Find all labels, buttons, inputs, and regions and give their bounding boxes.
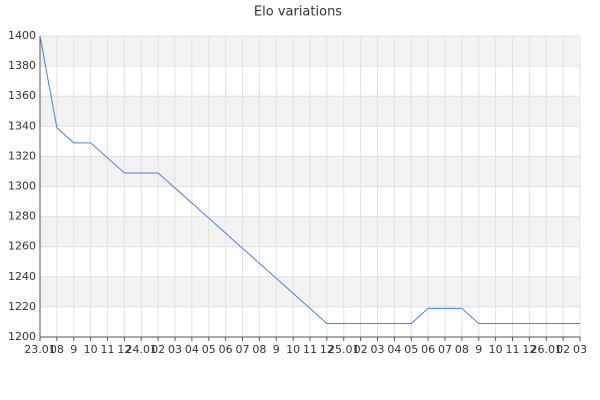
- x-tick-label: 9: [475, 343, 482, 356]
- x-tick-label: 23.01: [24, 343, 56, 356]
- x-tick-label: 06: [219, 343, 233, 356]
- line: [39, 35, 580, 324]
- y-tick-label: 1200: [8, 330, 36, 343]
- x-tick-label: 9: [273, 343, 280, 356]
- x-tick-label: 03: [573, 343, 587, 356]
- y-tick-label: 1260: [8, 240, 36, 253]
- x-tick-label: 11: [506, 343, 520, 356]
- x-tick-label: 12: [117, 343, 131, 356]
- y-tick-label: 1240: [8, 270, 36, 283]
- x-tick-label: 25.01: [328, 343, 360, 356]
- x-tick-label: 10: [489, 343, 503, 356]
- y-tick-label: 1360: [8, 89, 36, 102]
- x-tick-label: 04: [185, 343, 199, 356]
- chart-title: Elo variations: [254, 5, 342, 20]
- x-tick-label: 05: [404, 343, 418, 356]
- x-tick-label: 02: [354, 343, 368, 356]
- x-tick-label: 02: [151, 343, 165, 356]
- y-tick-label: 1400: [8, 29, 36, 42]
- x-tick-label: 10: [286, 343, 300, 356]
- x-tick-label: 08: [50, 343, 64, 356]
- y-tick-label: 1280: [8, 210, 36, 223]
- x-tick-label: 11: [101, 343, 115, 356]
- x-tick-label: 08: [252, 343, 266, 356]
- x-tick-label: 12: [320, 343, 334, 356]
- x-tick-label: 05: [202, 343, 216, 356]
- x-tick-label: 11: [303, 343, 317, 356]
- x-tick-label: 02: [556, 343, 570, 356]
- y-tick-label: 1300: [8, 180, 36, 193]
- x-tick-label: 06: [421, 343, 435, 356]
- x-tick-label: 12: [522, 343, 536, 356]
- x-tick-label: 08: [455, 343, 469, 356]
- x-tick-label: 07: [438, 343, 452, 356]
- x-tick-label: 03: [168, 343, 182, 356]
- x-tick-label: 03: [371, 343, 385, 356]
- y-tick-label: 1380: [8, 59, 36, 72]
- y-tick-label: 1220: [8, 300, 36, 313]
- y-tick-label: 1320: [8, 149, 36, 162]
- x-tick-label: 26.01: [531, 343, 563, 356]
- x-tick-label: 04: [387, 343, 401, 356]
- x-tick-label: 9: [70, 343, 77, 356]
- x-tick-label: 10: [84, 343, 98, 356]
- x-tick-label: 07: [236, 343, 250, 356]
- x-tick-label: 24.01: [126, 343, 158, 356]
- y-tick-label: 1340: [8, 119, 36, 132]
